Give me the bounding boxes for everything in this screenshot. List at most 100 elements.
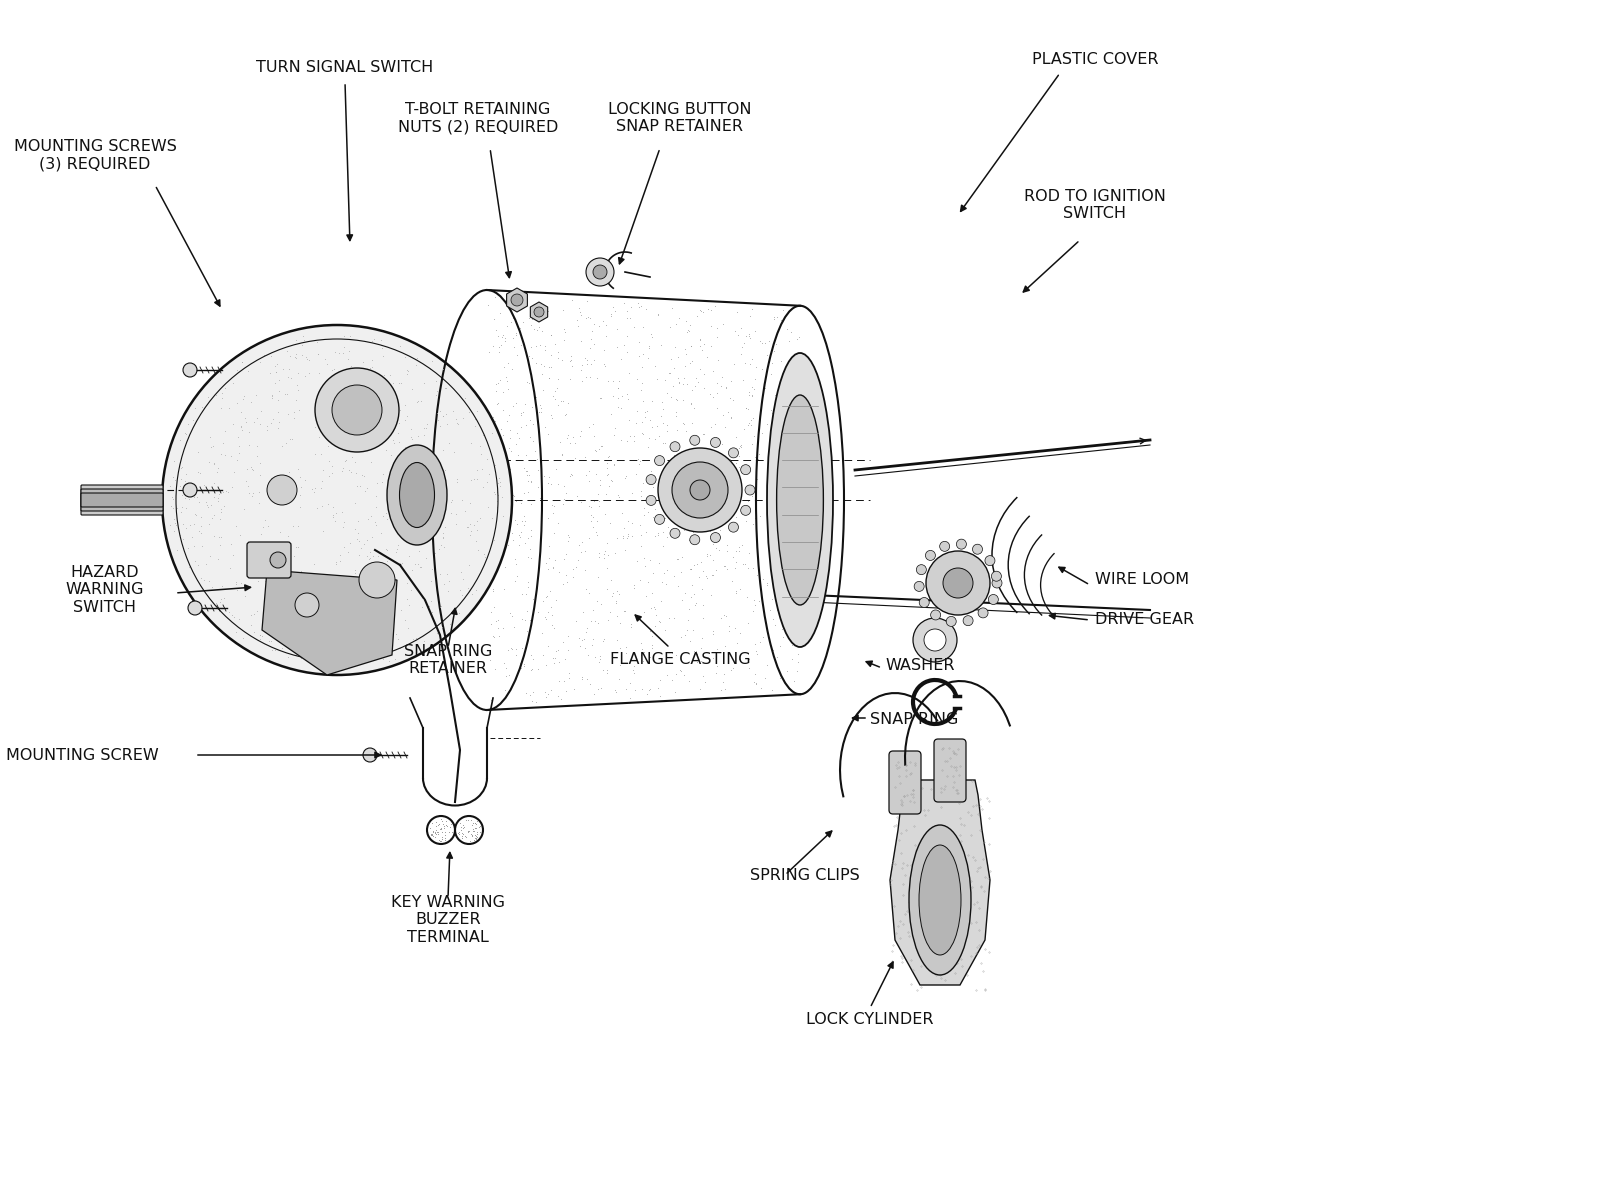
- Point: [573, 623, 598, 642]
- Point: [464, 401, 490, 420]
- Point: [467, 817, 493, 836]
- Point: [462, 814, 488, 833]
- Point: [461, 814, 486, 833]
- Point: [550, 301, 576, 320]
- Point: [288, 478, 314, 497]
- Point: [387, 373, 413, 392]
- Point: [659, 670, 685, 689]
- Point: [611, 518, 637, 538]
- Point: [406, 557, 432, 576]
- Point: [518, 494, 544, 514]
- Point: [592, 630, 618, 649]
- Point: [330, 343, 355, 362]
- Point: [730, 371, 755, 390]
- Point: [507, 416, 533, 436]
- Point: [357, 599, 382, 618]
- Point: [680, 522, 706, 541]
- Point: [221, 462, 246, 481]
- Point: [280, 516, 306, 535]
- Point: [365, 562, 390, 581]
- Point: [683, 641, 709, 660]
- Point: [344, 529, 370, 548]
- Point: [760, 610, 786, 629]
- Point: [424, 403, 450, 422]
- Point: [349, 649, 374, 668]
- Point: [246, 493, 272, 512]
- Point: [514, 683, 539, 702]
- Point: [598, 305, 624, 324]
- Point: [339, 367, 365, 386]
- Point: [592, 548, 618, 568]
- Point: [670, 521, 696, 540]
- Point: [320, 498, 346, 517]
- Circle shape: [654, 456, 664, 466]
- Point: [762, 476, 787, 496]
- Point: [726, 436, 752, 455]
- Point: [669, 547, 694, 566]
- Point: [509, 638, 534, 658]
- Point: [413, 548, 438, 568]
- Point: [514, 622, 539, 641]
- Point: [427, 820, 453, 839]
- Point: [546, 672, 571, 691]
- Point: [395, 596, 421, 616]
- Circle shape: [690, 480, 710, 500]
- Point: [786, 437, 811, 456]
- Point: [618, 298, 643, 317]
- Point: [507, 659, 533, 678]
- Circle shape: [939, 541, 950, 551]
- Point: [275, 527, 301, 546]
- Point: [462, 828, 488, 847]
- Point: [734, 398, 760, 418]
- Point: [240, 484, 266, 503]
- Point: [582, 440, 608, 460]
- Point: [162, 451, 187, 470]
- Point: [202, 526, 227, 545]
- Point: [621, 426, 646, 445]
- Point: [634, 300, 659, 319]
- Point: [770, 611, 795, 630]
- Point: [502, 511, 528, 530]
- Point: [773, 616, 798, 635]
- Point: [539, 409, 565, 428]
- Point: [683, 307, 709, 326]
- Point: [357, 550, 382, 569]
- Point: [784, 424, 810, 443]
- Point: [406, 541, 432, 560]
- Point: [530, 496, 555, 515]
- Point: [533, 655, 558, 674]
- Point: [458, 524, 483, 544]
- Point: [486, 548, 512, 568]
- Point: [246, 414, 272, 433]
- Point: [330, 430, 355, 449]
- Point: [709, 377, 734, 396]
- Point: [229, 353, 254, 372]
- Point: [578, 338, 603, 358]
- Point: [754, 655, 779, 674]
- Point: [208, 499, 234, 518]
- Point: [680, 462, 706, 481]
- Point: [661, 608, 686, 628]
- Circle shape: [182, 482, 197, 497]
- Point: [248, 524, 274, 544]
- Point: [277, 347, 302, 366]
- Point: [387, 337, 413, 356]
- Point: [658, 470, 683, 490]
- Point: [597, 446, 622, 466]
- Circle shape: [992, 578, 1002, 588]
- Point: [310, 460, 336, 479]
- Point: [254, 562, 280, 581]
- Point: [485, 326, 510, 346]
- Point: [461, 830, 486, 850]
- Point: [573, 448, 598, 467]
- Point: [670, 414, 696, 433]
- Point: [501, 337, 526, 356]
- Point: [467, 436, 493, 455]
- Point: [458, 810, 483, 829]
- Point: [376, 589, 402, 608]
- Point: [669, 563, 694, 582]
- Point: [661, 566, 686, 586]
- Point: [349, 466, 374, 485]
- Point: [541, 503, 566, 522]
- Point: [342, 520, 368, 539]
